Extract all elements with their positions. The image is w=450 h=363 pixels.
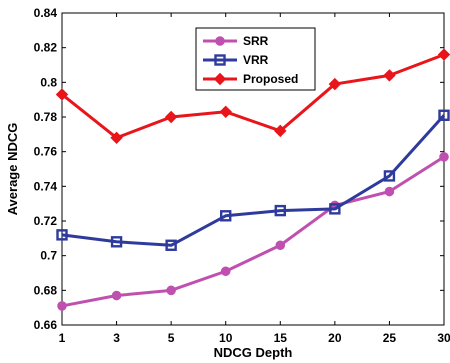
legend-entry: SRR xyxy=(203,34,269,48)
legend-label: VRR xyxy=(243,53,269,67)
legend-marker xyxy=(213,72,227,86)
data-point xyxy=(55,88,69,101)
series-line xyxy=(61,155,445,308)
legend: SRR VRR Proposed xyxy=(195,27,316,91)
data-point xyxy=(329,203,341,215)
data-point xyxy=(384,186,395,197)
legend-label: Proposed xyxy=(243,72,298,86)
data-point xyxy=(274,204,286,217)
y-tick-label: 0.74 xyxy=(34,179,58,193)
y-tick-label: 0.7 xyxy=(40,249,57,263)
y-tick-label: 0.68 xyxy=(34,283,58,297)
data-point xyxy=(110,236,123,248)
x-tick-label: 20 xyxy=(328,331,342,345)
data-point xyxy=(274,124,287,138)
data-point xyxy=(110,131,123,145)
x-axis-title: NDCG Depth xyxy=(214,345,293,360)
y-tick-label: 0.76 xyxy=(34,145,58,159)
series-line xyxy=(61,53,445,140)
y-axis: 0.66 0.68 0.7 0.72 0.74 0.76 0.78 0.8 0.82 0.84 xyxy=(34,6,444,332)
data-point xyxy=(437,48,450,61)
legend-entry: Proposed xyxy=(203,72,298,86)
data-point xyxy=(275,240,286,251)
series-line xyxy=(61,114,446,247)
data-point xyxy=(164,110,178,124)
data-point xyxy=(56,229,68,241)
y-tick-label: 0.8 xyxy=(40,75,57,89)
x-tick-label: 30 xyxy=(437,331,450,345)
series-layer xyxy=(55,48,450,311)
y-tick-label: 0.82 xyxy=(34,41,58,55)
legend-label: SRR xyxy=(243,34,269,48)
data-point xyxy=(439,152,449,162)
y-tick-label: 0.84 xyxy=(34,6,58,20)
legend-marker xyxy=(214,54,226,66)
x-tick-label: 1 xyxy=(59,331,66,345)
data-point xyxy=(111,290,122,301)
x-axis: 1 3 5 10 15 20 25 30 xyxy=(59,13,450,345)
data-point xyxy=(220,266,231,277)
data-point xyxy=(57,301,67,311)
data-point xyxy=(220,210,232,222)
x-tick-label: 5 xyxy=(168,331,175,345)
y-tick-label: 0.72 xyxy=(34,214,58,228)
legend-marker xyxy=(215,36,225,46)
data-point xyxy=(383,170,396,182)
data-point xyxy=(166,285,176,296)
data-point xyxy=(328,77,342,91)
x-tick-label: 25 xyxy=(383,331,397,345)
data-point xyxy=(165,239,177,251)
x-tick-label: 10 xyxy=(219,331,233,345)
data-point xyxy=(383,69,396,82)
series-proposed xyxy=(55,48,450,145)
legend-entry: VRR xyxy=(203,53,269,67)
data-point xyxy=(219,105,232,119)
y-tick-label: 0.78 xyxy=(34,110,58,124)
y-tick-label: 0.66 xyxy=(34,318,58,332)
data-point xyxy=(438,109,450,121)
x-tick-label: 15 xyxy=(274,331,288,345)
series-vrr xyxy=(56,109,450,251)
x-tick-label: 3 xyxy=(113,331,120,345)
y-axis-title: Average NDCG xyxy=(5,123,20,216)
